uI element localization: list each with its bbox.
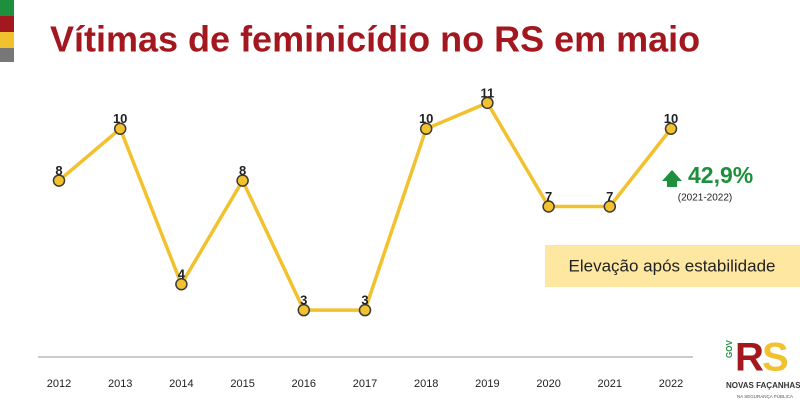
x-tick-label: 2014 [169, 378, 193, 390]
data-label: 7 [606, 189, 613, 204]
data-point [236, 174, 249, 187]
change-label: 42,9% [688, 162, 753, 188]
data-point [419, 122, 433, 135]
flag-gray [0, 48, 14, 62]
data-label: 7 [545, 189, 552, 204]
up-arrow [662, 170, 682, 187]
data-point [52, 174, 66, 187]
x-tick-label: 2020 [536, 378, 560, 390]
data-label: 8 [239, 163, 246, 178]
data-point [664, 122, 678, 135]
data-label: 3 [361, 293, 368, 308]
data-point [542, 200, 555, 213]
x-tick-label: 2017 [353, 378, 377, 390]
x-tick-label: 2013 [108, 378, 132, 390]
flag-yellow [0, 32, 14, 48]
logo-subtitle: NA SEGURANÇA PÚBLICA [737, 393, 793, 399]
logo-gov: GOV [725, 340, 734, 358]
flag-green [0, 0, 14, 16]
chart-title: Vítimas de feminicídio no RS em maio [50, 19, 700, 60]
data-label: 10 [664, 111, 678, 126]
x-tick-label: 2012 [47, 378, 71, 390]
logo-s: S [762, 336, 789, 380]
data-label: 10 [419, 111, 433, 126]
data-point [113, 122, 127, 135]
data-point [358, 303, 372, 317]
x-tick-label: 2022 [659, 378, 683, 390]
x-tick-label: 2015 [230, 378, 254, 390]
data-point [603, 200, 617, 213]
data-point [297, 303, 311, 317]
period-label: (2021-2022) [678, 193, 732, 204]
note-text: Elevação após estabilidade [569, 256, 776, 275]
logo-slogan: NOVAS FAÇANHAS [726, 381, 800, 390]
note-box [545, 245, 800, 287]
x-tick-label: 2016 [292, 378, 316, 390]
x-tick-label: 2021 [598, 378, 622, 390]
data-label: 11 [481, 85, 495, 100]
data-point [175, 278, 188, 291]
data-label: 10 [113, 111, 127, 126]
data-label: 3 [300, 293, 307, 308]
x-tick-label: 2018 [414, 378, 438, 390]
logo-r: R [735, 336, 764, 380]
flag-red [0, 16, 14, 32]
data-label: 4 [178, 267, 186, 282]
data-label: 8 [55, 163, 62, 178]
data-point [481, 96, 494, 110]
x-tick-label: 2019 [475, 378, 499, 390]
